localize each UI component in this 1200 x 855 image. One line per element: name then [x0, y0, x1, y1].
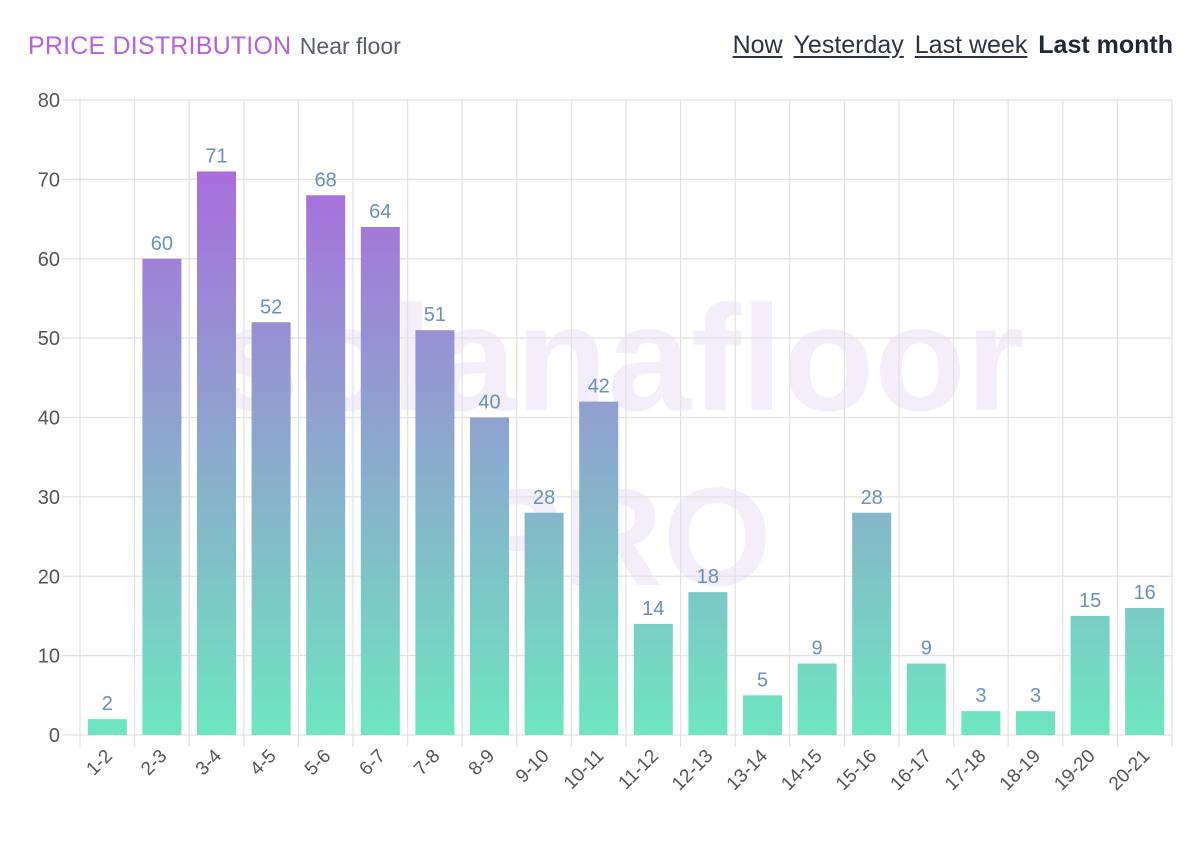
x-axis-ticks: 1-2 2-3 3-4 4-5 5-6 6-7 7-8 8-9 9-10 10-11 11-12 12… — [83, 745, 1155, 795]
x-tick-label: 12-13 — [668, 746, 717, 795]
x-tick-label: 15-16 — [832, 746, 881, 795]
bar-value-label: 2 — [102, 693, 113, 715]
range-last-month-link[interactable]: Last month — [1038, 31, 1173, 59]
bar — [197, 171, 236, 735]
bar-value-label: 3 — [975, 685, 986, 707]
bar — [1016, 711, 1055, 735]
data-labels: 2 60 71 52 68 64 51 40 28 42 14 18 5 9 28 9 3 3 15 16 — [102, 145, 1156, 715]
bar-value-label: 42 — [588, 376, 610, 398]
bar — [360, 227, 400, 735]
bar — [579, 401, 619, 735]
y-tick-label: 30 — [38, 487, 60, 509]
time-range-selector: Now Yesterday Last week Last month — [729, 31, 1173, 60]
x-tick-label: 8-9 — [465, 746, 499, 780]
bar-value-label: 5 — [757, 669, 768, 691]
bar-value-label: 3 — [1030, 685, 1041, 707]
y-tick-label: 40 — [38, 408, 60, 430]
y-tick-label: 0 — [49, 725, 60, 747]
bar — [633, 623, 673, 735]
bar-value-label: 40 — [478, 392, 500, 414]
bar-value-label: 18 — [697, 566, 719, 588]
x-tick-label: 7-8 — [410, 746, 444, 780]
x-tick-label: 5-6 — [301, 746, 335, 780]
x-tick-label: 4-5 — [246, 746, 280, 780]
bar-value-label: 68 — [315, 169, 337, 191]
bar-value-label: 71 — [205, 145, 227, 167]
bar — [906, 663, 946, 735]
x-tick-label: 17-18 — [941, 746, 990, 795]
y-tick-label: 60 — [38, 249, 60, 271]
bar — [688, 592, 728, 735]
bar-value-label: 15 — [1079, 590, 1101, 612]
bar — [87, 719, 127, 735]
chart-title: PRICE DISTRIBUTION — [28, 32, 292, 60]
bar-value-label: 52 — [260, 296, 282, 318]
bar — [306, 195, 346, 735]
x-tick-label: 11-12 — [615, 746, 663, 794]
bar — [415, 330, 455, 735]
y-tick-label: 70 — [38, 169, 60, 191]
x-tick-label: 3-4 — [192, 745, 227, 780]
bar-value-label: 28 — [533, 487, 555, 509]
bar — [1125, 608, 1165, 735]
bar-value-label: 60 — [151, 233, 173, 255]
x-tick-label: 20-21 — [1105, 746, 1154, 795]
bar — [797, 663, 837, 735]
bar — [142, 258, 182, 735]
chart-header: PRICE DISTRIBUTION Near floor Now Yester… — [0, 0, 1200, 95]
y-tick-label: 20 — [38, 566, 60, 588]
bar-value-label: 14 — [642, 598, 664, 620]
bar-value-label: 64 — [369, 201, 391, 223]
y-axis-ticks: 0 10 20 30 40 50 60 70 80 — [38, 90, 60, 747]
range-now-link[interactable]: Now — [732, 31, 783, 59]
x-tick-label: 13-14 — [723, 745, 773, 795]
bar — [743, 695, 782, 735]
chart-subtitle: Near floor — [299, 33, 401, 59]
range-yesterday-link[interactable]: Yesterday — [793, 31, 904, 59]
x-tick-label: 10-11 — [560, 746, 608, 794]
bar — [470, 417, 509, 735]
x-tick-label: 9-10 — [512, 746, 554, 788]
bar-value-label: 9 — [921, 638, 932, 660]
watermark-line-2: PRO — [468, 458, 771, 615]
watermark: solanafloor PRO — [216, 274, 1024, 615]
range-last-week-link[interactable]: Last week — [914, 31, 1028, 59]
x-tick-label: 16-17 — [887, 746, 936, 795]
x-tick-label: 18-19 — [996, 746, 1045, 795]
bar-value-label: 28 — [861, 487, 883, 509]
bar — [961, 711, 1001, 735]
y-tick-label: 80 — [38, 90, 60, 112]
bar-value-label: 51 — [424, 304, 446, 326]
x-tick-label: 19-20 — [1050, 746, 1099, 795]
bar — [251, 322, 291, 735]
bar — [1070, 615, 1110, 735]
watermark-line-1: solanafloor — [216, 274, 1024, 442]
x-tick-label: 2-3 — [137, 746, 171, 780]
y-tick-label: 50 — [38, 328, 60, 350]
bar-value-label: 9 — [812, 638, 823, 660]
y-tick-label: 10 — [38, 646, 60, 668]
title-group: PRICE DISTRIBUTION Near floor — [28, 32, 401, 61]
x-tick-label: 6-7 — [356, 746, 390, 780]
bar-value-label: 16 — [1134, 582, 1156, 604]
bar — [852, 512, 892, 735]
bar — [524, 512, 564, 735]
x-tick-label: 1-2 — [83, 746, 117, 780]
bar-series — [87, 171, 1165, 735]
x-tick-label: 14-15 — [777, 746, 826, 795]
